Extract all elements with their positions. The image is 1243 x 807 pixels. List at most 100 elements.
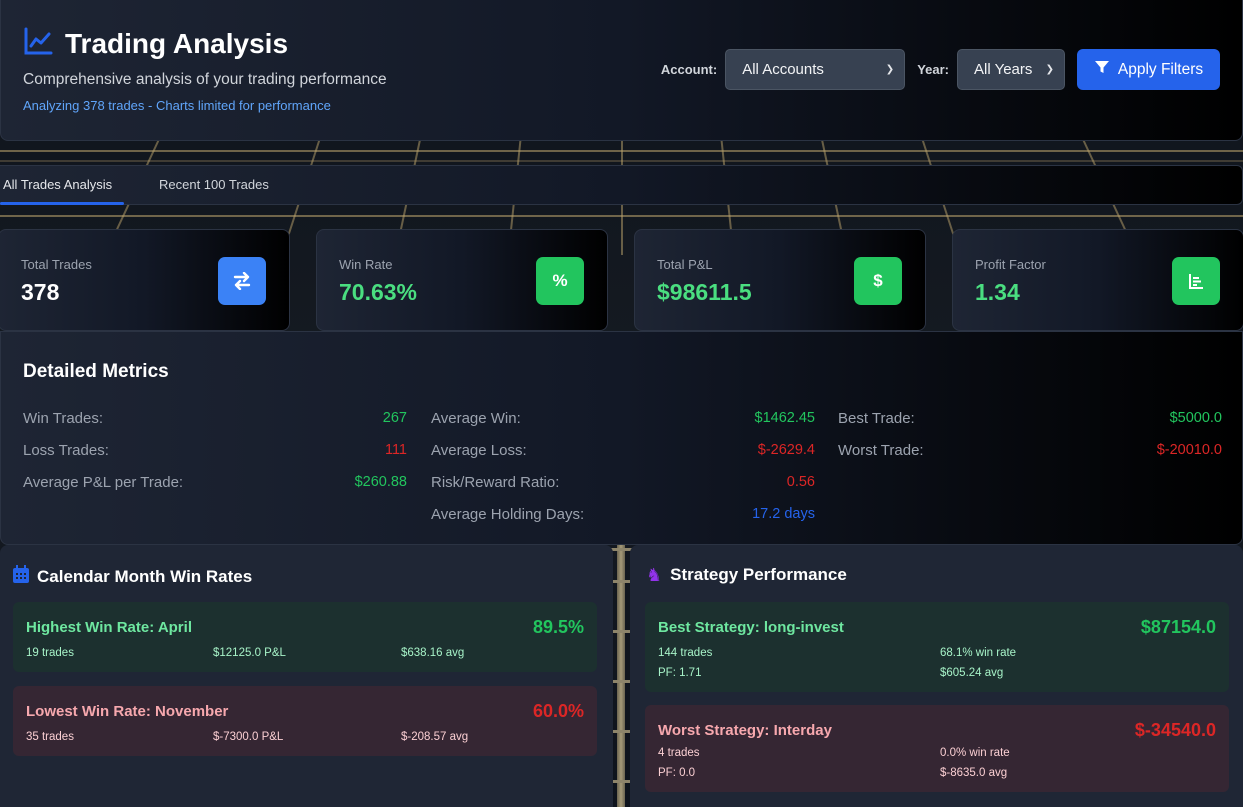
stat-card-win-rate: Win Rate 70.63% %: [316, 229, 608, 331]
stat-value: $98611.5: [657, 279, 752, 305]
page-header: Trading Analysis Comprehensive analysis …: [0, 0, 1243, 141]
chess-knight-icon: ♞: [646, 565, 663, 585]
metric-row: Average P&L per Trade: $260.88: [23, 466, 407, 498]
card-pnl: $-7300.0 P&L: [213, 731, 284, 743]
card-value: $87154.0: [1140, 617, 1216, 637]
card-win-rate: 68.1% win rate: [940, 647, 1017, 659]
year-select-value: All Years: [974, 61, 1033, 78]
percent-icon: %: [536, 257, 584, 305]
filter-bar: Account: All Accounts ❯ Year: All Years …: [661, 49, 1220, 90]
tab-bar: All Trades Analysis Recent 100 Trades: [0, 165, 1243, 205]
apply-filters-label: Apply Filters: [1117, 60, 1204, 78]
metric-row: Worst Trade: $-20010.0: [838, 434, 1222, 466]
card-trades: 19 trades: [26, 647, 74, 659]
stat-label: Total P&L: [657, 257, 713, 272]
stat-value: 378: [21, 279, 60, 305]
calendar-title: Calendar Month Win Rates: [37, 566, 253, 586]
card-value: 89.5%: [532, 617, 584, 637]
card-pnl: $12125.0 P&L: [213, 647, 286, 659]
stat-value: 70.63%: [339, 279, 418, 305]
metric-label: Average P&L per Trade:: [23, 473, 184, 491]
stat-card-profit-factor: Profit Factor 1.34: [952, 229, 1243, 331]
card-avg: $605.24 avg: [940, 667, 1004, 679]
card-title: Worst Strategy: Interday: [658, 722, 832, 739]
metric-label: Worst Trade:: [838, 441, 924, 459]
detailed-metrics-panel: Detailed Metrics Win Trades: 267 Loss Tra…: [0, 331, 1243, 545]
card-avg: $-208.57 avg: [401, 731, 469, 743]
section-title: Calendar Month Win Rates: [13, 565, 252, 588]
highest-month-card: Highest Win Rate: April 89.5% 19 trades …: [13, 602, 597, 672]
chevron-down-icon: ❯: [885, 64, 895, 75]
metrics-column-2: Average Win: $1462.45 Average Loss: $-2629…: [431, 402, 815, 530]
stat-label: Profit Factor: [975, 257, 1046, 272]
metric-row: Win Trades: 267: [23, 402, 407, 434]
card-value: $-34540.0: [1134, 720, 1216, 740]
metric-value: 0.56: [786, 474, 815, 490]
calendar-icon: [13, 565, 29, 588]
tab-all-trades[interactable]: All Trades Analysis: [3, 177, 113, 192]
year-select[interactable]: All Years ❯: [957, 49, 1065, 90]
year-label: Year:: [917, 62, 949, 77]
metric-row: Loss Trades: 111: [23, 434, 407, 466]
stat-card-total-trades: Total Trades 378: [0, 229, 290, 331]
metric-label: Average Loss:: [431, 441, 527, 459]
metric-label: Risk/Reward Ratio:: [431, 473, 560, 491]
metric-label: Average Win:: [431, 409, 521, 427]
chart-line-icon: [23, 26, 53, 61]
stat-label: Total Trades: [21, 257, 92, 272]
metric-row: Average Win: $1462.45: [431, 402, 815, 434]
exchange-arrows-icon: [218, 257, 266, 305]
card-trades: 35 trades: [26, 731, 74, 743]
dollar-icon: $: [854, 257, 902, 305]
metric-value: 267: [382, 410, 407, 426]
metric-value: $1462.45: [754, 410, 815, 426]
account-select-value: All Accounts: [742, 61, 824, 78]
metric-value: 111: [384, 442, 407, 458]
stat-value: 1.34: [975, 279, 1020, 305]
page-title: Trading Analysis: [65, 27, 289, 59]
filter-icon: [1094, 59, 1110, 80]
best-strategy-card: Best Strategy: long-invest $87154.0 144 …: [645, 602, 1229, 692]
card-title: Best Strategy: long-invest: [658, 619, 844, 636]
metric-value: $-20010.0: [1156, 442, 1222, 458]
account-label: Account:: [660, 62, 718, 77]
bar-chart-icon: [1172, 257, 1220, 305]
card-title: Highest Win Rate: April: [26, 619, 192, 636]
apply-filters-button[interactable]: Apply Filters: [1077, 49, 1220, 90]
card-title: Lowest Win Rate: November: [26, 703, 229, 720]
metric-row: Best Trade: $5000.0: [838, 402, 1222, 434]
stat-label: Win Rate: [339, 257, 393, 272]
card-avg: $638.16 avg: [401, 647, 465, 659]
metric-row: Average Holding Days: 17.2 days: [431, 498, 815, 530]
strategy-title: Strategy Performance: [670, 565, 847, 584]
section-title: Detailed Metrics: [23, 361, 169, 382]
card-profit-factor: PF: 1.71: [658, 667, 702, 679]
metric-label: Win Trades:: [23, 409, 104, 427]
section-title: ♞ Strategy Performance: [646, 565, 847, 585]
card-profit-factor: PF: 0.0: [658, 767, 696, 779]
worst-strategy-card: Worst Strategy: Interday $-34540.0 4 tra…: [645, 705, 1229, 792]
card-win-rate: 0.0% win rate: [940, 747, 1010, 759]
tab-recent-100[interactable]: Recent 100 Trades: [159, 177, 269, 192]
metric-label: Loss Trades:: [23, 441, 109, 459]
metrics-column-1: Win Trades: 267 Loss Trades: 111 Average P…: [23, 402, 407, 498]
stat-card-total-pnl: Total P&L $98611.5 $: [634, 229, 926, 331]
calendar-win-rates-panel: Calendar Month Win Rates Highest Win Rat…: [0, 545, 613, 807]
chevron-down-icon: ❯: [1045, 64, 1054, 75]
card-trades: 144 trades: [658, 647, 713, 659]
metric-value: $260.88: [354, 474, 407, 490]
account-select[interactable]: All Accounts ❯: [725, 49, 906, 90]
card-value: 60.0%: [532, 701, 584, 721]
analysis-note: Analyzing 378 trades - Charts limited fo…: [23, 98, 331, 113]
metric-row: Risk/Reward Ratio: 0.56: [431, 466, 815, 498]
card-avg: $-8635.0 avg: [940, 767, 1008, 779]
strategy-performance-panel: ♞ Strategy Performance Best Strategy: lo…: [630, 545, 1243, 807]
metrics-column-3: Best Trade: $5000.0 Worst Trade: $-20010.0: [838, 402, 1222, 466]
metric-label: Average Holding Days:: [431, 505, 585, 523]
page-subtitle: Comprehensive analysis of your trading p…: [23, 71, 387, 88]
metric-row: Average Loss: $-2629.4: [431, 434, 815, 466]
metric-value: $-2629.4: [757, 442, 815, 458]
metric-value: 17.2 days: [752, 506, 815, 522]
active-tab-indicator: [0, 202, 124, 205]
metric-value: $5000.0: [1169, 410, 1222, 426]
